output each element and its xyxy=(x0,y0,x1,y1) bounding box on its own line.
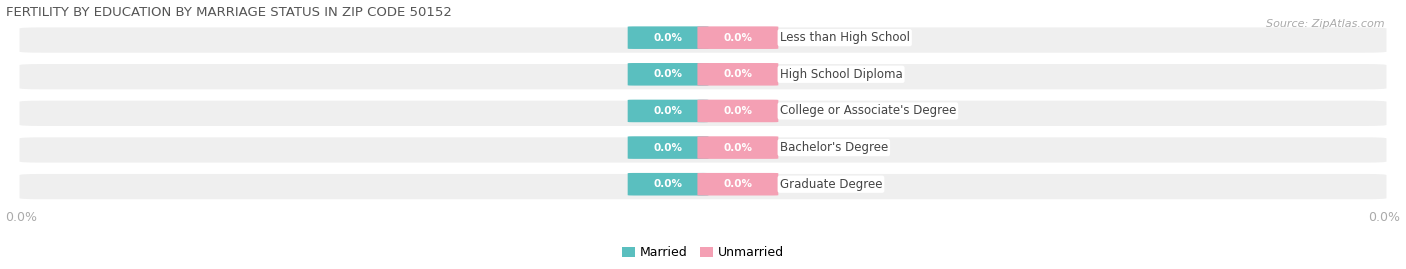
FancyBboxPatch shape xyxy=(697,63,779,86)
Text: 0.0%: 0.0% xyxy=(723,106,752,116)
Text: 0.0%: 0.0% xyxy=(723,143,752,153)
FancyBboxPatch shape xyxy=(20,101,1386,126)
Text: Bachelor's Degree: Bachelor's Degree xyxy=(780,141,889,154)
FancyBboxPatch shape xyxy=(697,136,779,159)
FancyBboxPatch shape xyxy=(20,137,1386,162)
Text: Less than High School: Less than High School xyxy=(780,31,910,44)
Text: Source: ZipAtlas.com: Source: ZipAtlas.com xyxy=(1267,19,1385,29)
Text: College or Associate's Degree: College or Associate's Degree xyxy=(780,104,956,118)
FancyBboxPatch shape xyxy=(20,64,1386,89)
FancyBboxPatch shape xyxy=(20,174,1386,199)
Text: 0.0%: 0.0% xyxy=(654,106,683,116)
Text: 0.0%: 0.0% xyxy=(723,179,752,189)
FancyBboxPatch shape xyxy=(697,26,779,49)
FancyBboxPatch shape xyxy=(627,26,709,49)
FancyBboxPatch shape xyxy=(697,173,779,196)
Text: FERTILITY BY EDUCATION BY MARRIAGE STATUS IN ZIP CODE 50152: FERTILITY BY EDUCATION BY MARRIAGE STATU… xyxy=(6,6,451,19)
FancyBboxPatch shape xyxy=(627,100,709,122)
Text: 0.0%: 0.0% xyxy=(654,143,683,153)
Text: 0.0%: 0.0% xyxy=(654,69,683,79)
Text: 0.0%: 0.0% xyxy=(723,33,752,43)
Text: 0.0%: 0.0% xyxy=(6,211,38,224)
FancyBboxPatch shape xyxy=(20,27,1386,53)
Text: High School Diploma: High School Diploma xyxy=(780,68,903,81)
FancyBboxPatch shape xyxy=(627,173,709,196)
Legend: Married, Unmarried: Married, Unmarried xyxy=(623,246,783,259)
FancyBboxPatch shape xyxy=(627,136,709,159)
Text: Graduate Degree: Graduate Degree xyxy=(780,178,882,191)
Text: 0.0%: 0.0% xyxy=(1368,211,1400,224)
FancyBboxPatch shape xyxy=(697,100,779,122)
Text: 0.0%: 0.0% xyxy=(654,179,683,189)
Text: 0.0%: 0.0% xyxy=(723,69,752,79)
FancyBboxPatch shape xyxy=(627,63,709,86)
Text: 0.0%: 0.0% xyxy=(654,33,683,43)
